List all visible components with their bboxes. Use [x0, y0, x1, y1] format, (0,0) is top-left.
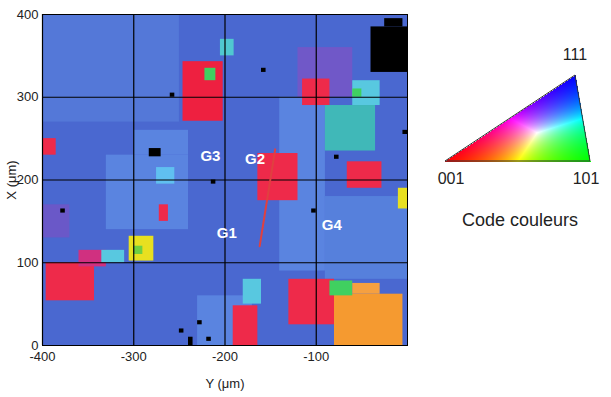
svg-text:G4: G4 — [322, 216, 343, 233]
svg-text:400: 400 — [17, 7, 39, 22]
svg-text:200: 200 — [17, 172, 39, 187]
svg-text:G2: G2 — [245, 150, 265, 167]
svg-text:X (μm): X (μm) — [4, 160, 19, 199]
html-text:Code couleurs: Code couleurs — [462, 210, 578, 230]
svg-text:100: 100 — [17, 255, 39, 270]
svg-text:-300: -300 — [121, 349, 147, 364]
svg-text:0: 0 — [31, 337, 39, 353]
svg-text:Y (μm): Y (μm) — [205, 376, 244, 391]
html-text:101: 101 — [572, 170, 600, 187]
html-text:111: 111 — [562, 46, 588, 63]
svg-text:300: 300 — [17, 89, 39, 104]
svg-text:G3: G3 — [200, 147, 220, 164]
html-text:001: 001 — [437, 170, 465, 187]
svg-text:G1: G1 — [217, 224, 237, 241]
svg-text:-200: -200 — [212, 349, 238, 364]
svg-text:-400: -400 — [29, 349, 55, 364]
svg-text:-100: -100 — [303, 349, 329, 364]
